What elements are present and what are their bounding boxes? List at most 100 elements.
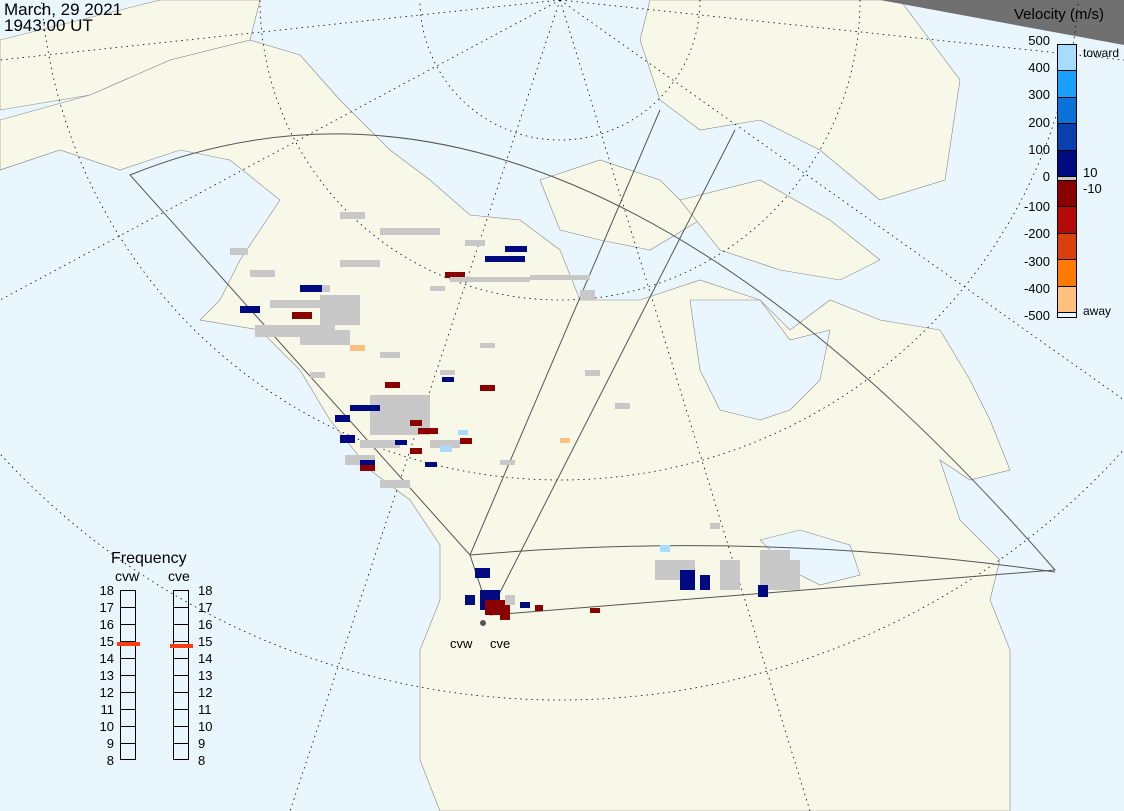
ground-scatter-cell <box>380 352 400 358</box>
ground-scatter-cell <box>340 212 365 219</box>
ground-scatter-cell <box>465 240 485 246</box>
frequency-tick: 16 <box>198 617 213 632</box>
velocity-cell <box>475 568 490 578</box>
colorbar-segment <box>1058 207 1076 234</box>
ground-scatter-cell <box>320 295 360 325</box>
ground-scatter-cell <box>430 440 460 448</box>
ground-scatter-cell <box>500 460 515 465</box>
frequency-bar-cve <box>173 590 189 760</box>
gs-lower-label: -10 <box>1083 181 1102 196</box>
frequency-tick: 9 <box>198 736 206 751</box>
velocity-cell <box>440 446 452 452</box>
alaska-canada-us-land <box>0 39 1011 811</box>
frequency-tick: 18 <box>198 583 213 598</box>
frequency-title: Frequency <box>111 550 187 567</box>
ground-scatter-cell <box>430 286 445 291</box>
freq-radar-cvw: cvw <box>115 568 140 584</box>
velocity-tick: 500 <box>1028 33 1050 48</box>
velocity-cell <box>460 438 472 444</box>
velocity-cell <box>292 312 312 319</box>
velocity-cell <box>660 545 670 552</box>
frequency-tick: 11 <box>100 702 115 717</box>
colorbar-segment <box>1058 97 1076 125</box>
colorbar-segment <box>1058 260 1076 287</box>
velocity-cell <box>360 460 375 468</box>
toward-label: toward <box>1083 46 1120 60</box>
date-label: March, 29 2021 <box>4 0 123 19</box>
ground-scatter-cell <box>585 370 600 376</box>
velocity-cell <box>485 256 525 262</box>
frequency-tick: 15 <box>99 634 114 649</box>
hudson-bay <box>689 299 831 421</box>
ground-scatter-cell <box>760 550 790 590</box>
velocity-cell <box>445 272 465 278</box>
frequency-tick: 18 <box>99 583 114 598</box>
velocity-cell <box>500 615 510 620</box>
frequency-tick: 12 <box>198 685 213 700</box>
frequency-tick: 13 <box>198 668 213 683</box>
frequency-marker <box>117 642 140 647</box>
water-bodies <box>689 299 861 586</box>
velocity-tick: 200 <box>1028 114 1050 130</box>
velocity-cell <box>495 605 510 615</box>
velocity-tick: 300 <box>1028 87 1050 103</box>
frequency-tick: 9 <box>106 736 114 751</box>
colorbar-segment <box>1058 124 1076 151</box>
colorbar-segment <box>1058 286 1076 313</box>
velocity-cell <box>505 246 527 252</box>
ground-scatter-cell <box>710 523 720 529</box>
velocity-cell <box>418 428 438 434</box>
velocity-tick: -300 <box>1023 253 1050 269</box>
radar-fov <box>129 109 1057 616</box>
ground-scatter-cell <box>380 480 410 488</box>
night-terminator <box>880 0 1124 45</box>
baffin-island <box>679 179 881 281</box>
ground-scatter-cell <box>300 330 350 345</box>
site-label-cve: cve <box>490 636 511 651</box>
ground-scatter-cell <box>530 275 590 280</box>
velocity-cell <box>535 605 543 611</box>
frequency-tick: 15 <box>198 634 213 649</box>
frequency-tick: 17 <box>99 600 114 615</box>
velocity-tick: -400 <box>1023 280 1050 296</box>
frequency-bar-cvw <box>120 590 136 760</box>
frequency-tick: 17 <box>198 600 213 615</box>
velocity-tick: -100 <box>1023 199 1050 215</box>
frequency-tick: 10 <box>198 719 213 734</box>
velocity-tick: 400 <box>1028 60 1050 76</box>
velocity-cell <box>300 285 322 292</box>
velocity-tick: -500 <box>1023 308 1050 323</box>
gs-upper-label: 10 <box>1083 165 1098 180</box>
velocity-cell <box>395 440 407 445</box>
velocity-tick: 0 <box>1042 169 1050 184</box>
land-masses <box>0 0 1011 811</box>
velocity-colorbar <box>1057 44 1077 318</box>
velocity-cell <box>458 430 468 435</box>
velocity-cell <box>335 415 350 422</box>
ground-scatter-cell <box>340 260 380 267</box>
ground-scatter-cell <box>310 372 325 378</box>
ground-scatter-cell <box>720 560 740 590</box>
ground-scatter-cell <box>480 343 495 348</box>
fov-outline <box>129 133 1057 616</box>
frequency-tick: 10 <box>99 719 114 734</box>
velocity-tick: 100 <box>1028 141 1050 157</box>
away-label: away <box>1083 304 1112 318</box>
velocity-cell <box>360 465 375 471</box>
velocity-cell <box>410 448 422 454</box>
frequency-tick: 11 <box>198 702 212 717</box>
ground-scatter-cell <box>440 370 455 375</box>
colorbar-segment <box>1058 150 1076 177</box>
velocity-cell <box>350 345 365 351</box>
frequency-tick: 16 <box>99 617 114 632</box>
velocity-cell <box>758 585 768 597</box>
ground-scatter-cell <box>250 270 275 277</box>
velocity-cell <box>520 602 530 608</box>
greenland <box>639 0 961 201</box>
ground-scatter-segment <box>1058 176 1076 181</box>
time-label: 1943:00 UT <box>4 16 93 35</box>
colorbar-segment <box>1058 45 1076 72</box>
velocity-cell <box>350 405 380 411</box>
alaska-west <box>0 0 261 111</box>
